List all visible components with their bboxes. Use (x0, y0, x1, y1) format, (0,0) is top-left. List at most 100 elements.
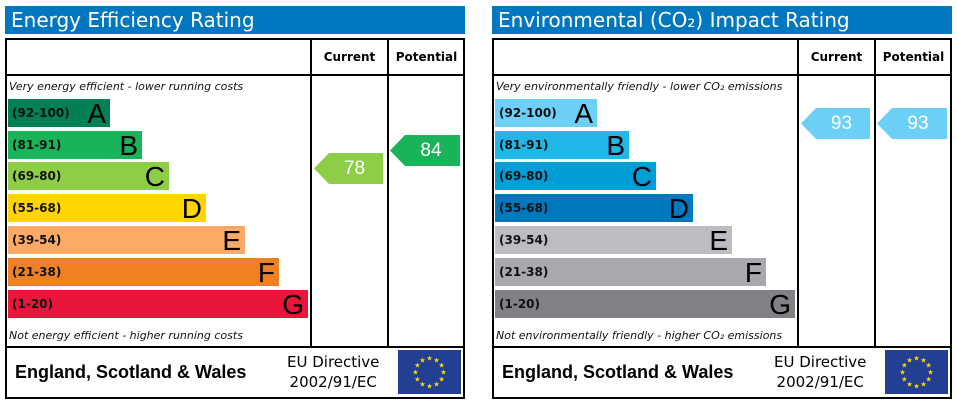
potential-rating-arrow-shape (877, 108, 947, 139)
band-letter: F (744, 257, 762, 288)
svg-text:★: ★ (925, 376, 931, 384)
panel-title: Energy Efficiency Rating (5, 6, 465, 34)
eu-directive: EU Directive 2002/91/EC (774, 352, 866, 392)
svg-text:★: ★ (920, 356, 926, 364)
directive-line-2: 2002/91/EC (776, 373, 864, 391)
svg-text:★: ★ (901, 362, 907, 370)
column-header-potential: Potential (395, 50, 458, 64)
eu-directive: EU Directive 2002/91/EC (287, 352, 379, 392)
svg-text:★: ★ (906, 381, 912, 389)
rating-frame (492, 38, 952, 399)
band-f: (21-38) F (8, 257, 279, 288)
rating-frame (5, 38, 465, 399)
band-range: (92-100) (499, 106, 557, 120)
current-rating-arrow: 93 (801, 108, 870, 139)
top-note: Very energy efficient - lower running co… (9, 80, 244, 93)
svg-text:★: ★ (901, 376, 907, 384)
band-range: (1-20) (12, 297, 53, 311)
band-letter: B (119, 130, 138, 161)
bottom-note: Not environmentally friendly - higher CO… (496, 329, 783, 342)
svg-text:★: ★ (412, 369, 418, 377)
potential-rating-arrow: 84 (390, 135, 460, 166)
band-a: (92-100) A (495, 98, 597, 129)
band-e: (39-54) E (495, 225, 732, 256)
svg-text:★: ★ (906, 356, 912, 364)
band-range: (69-80) (499, 169, 549, 183)
potential-rating-arrow: 93 (877, 108, 947, 139)
current-rating-arrow: 78 (314, 153, 383, 184)
band-e: (39-54) E (8, 225, 245, 256)
directive-line-1: EU Directive (774, 353, 867, 371)
band-range: (21-38) (499, 265, 549, 279)
column-divider (874, 38, 876, 348)
footer-divider (492, 346, 952, 348)
svg-text:★: ★ (920, 381, 926, 389)
band-range: (81-91) (12, 138, 62, 152)
svg-text:★: ★ (440, 369, 446, 377)
band-range: (39-54) (499, 233, 549, 247)
band-d: (55-68) D (495, 193, 693, 224)
band-range: (92-100) (12, 106, 70, 120)
top-note: Very environmentally friendly - lower CO… (496, 80, 783, 93)
band-range: (81-91) (499, 138, 549, 152)
eu-flag-icon: ★★★★★★★★★ ★ ★★ (398, 350, 461, 394)
column-header-current: Current (810, 50, 863, 64)
band-range: (69-80) (12, 169, 62, 183)
band-range: (39-54) (12, 233, 62, 247)
current-rating-arrow-value: 78 (343, 158, 366, 179)
header-divider (5, 74, 465, 76)
svg-text:★: ★ (433, 381, 439, 389)
band-letter: F (257, 257, 275, 288)
svg-text:★: ★ (419, 356, 425, 364)
potential-rating-arrow-value: 84 (420, 140, 442, 161)
region-label: England, Scotland & Wales (502, 362, 734, 382)
column-divider (387, 38, 389, 348)
band-letter: C (144, 161, 165, 192)
band-range: (55-68) (499, 201, 549, 215)
eu-flag-icon: ★★★★★★★★★ ★ ★★ (885, 350, 948, 394)
band-d: (55-68) D (8, 193, 206, 224)
column-header-current: Current (323, 50, 376, 64)
svg-text:★: ★ (913, 383, 919, 391)
band-g: (1-20) G (8, 289, 308, 320)
band-range: (1-20) (499, 297, 540, 311)
band-letter: G (282, 289, 304, 320)
column-divider (310, 38, 312, 348)
band-letter: C (631, 161, 652, 192)
band-f: (21-38) F (495, 257, 766, 288)
band-range: (21-38) (12, 265, 62, 279)
svg-text:★: ★ (913, 355, 919, 363)
band-letter: E (222, 225, 241, 256)
band-range: (55-68) (12, 201, 62, 215)
svg-text:★: ★ (927, 369, 933, 377)
footer-divider (5, 346, 465, 348)
column-divider (797, 38, 799, 348)
svg-text:★: ★ (426, 355, 432, 363)
svg-text:★: ★ (419, 381, 425, 389)
band-letter: B (606, 130, 625, 161)
current-rating-arrow-shape (801, 108, 870, 139)
band-letter: D (668, 193, 689, 224)
column-header-potential: Potential (882, 50, 945, 64)
directive-line-2: 2002/91/EC (289, 373, 377, 391)
band-letter: G (769, 289, 791, 320)
band-letter: E (709, 225, 728, 256)
svg-text:★: ★ (438, 362, 444, 370)
band-a: (92-100) A (8, 98, 110, 129)
energy-efficiency-panel: Energy Efficiency Rating Current Potential… (0, 0, 465, 404)
band-c: (69-80) C (8, 161, 169, 192)
directive-line-1: EU Directive (287, 353, 380, 371)
svg-text:★: ★ (438, 376, 444, 384)
band-letter: A (574, 98, 593, 129)
svg-text:★: ★ (414, 376, 420, 384)
band-g: (1-20) G (495, 289, 795, 320)
environmental-impact-panel: Environmental (CO₂) Impact Rating Current… (487, 0, 952, 404)
header-divider (492, 74, 952, 76)
svg-text:★: ★ (414, 362, 420, 370)
panel-title: Environmental (CO₂) Impact Rating (492, 6, 952, 34)
band-b: (81-91) B (8, 130, 142, 161)
band-b: (81-91) B (495, 130, 629, 161)
bottom-note: Not energy efficient - higher running co… (9, 329, 243, 342)
band-letter: D (181, 193, 202, 224)
svg-text:★: ★ (899, 369, 905, 377)
